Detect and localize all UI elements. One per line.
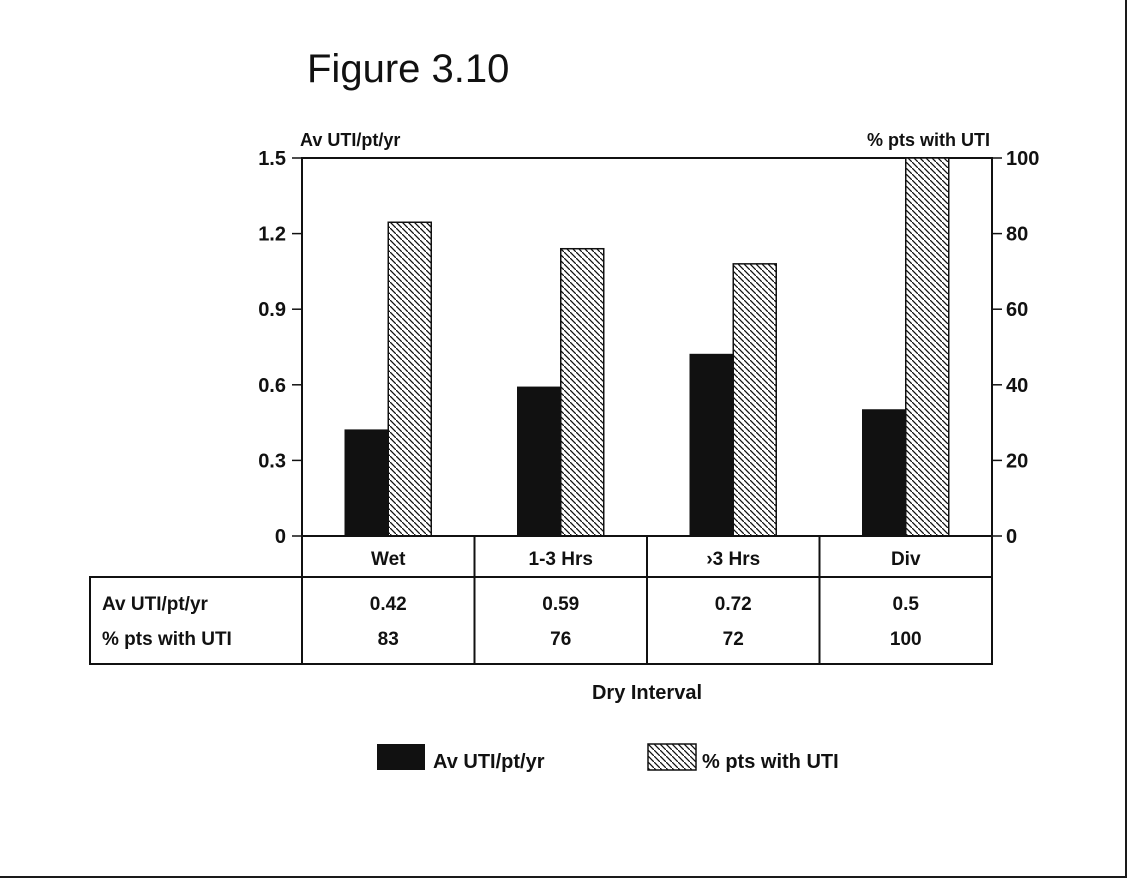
right-tick-label: 100 <box>1006 148 1039 170</box>
x-axis-label: Dry Interval <box>592 682 702 704</box>
x-category-label: Wet <box>371 549 406 570</box>
bar-series-1-1 <box>517 386 562 537</box>
table-cell-value: 0.42 <box>370 594 407 615</box>
left-tick-label: 0.9 <box>258 299 286 321</box>
table-cell-value: 83 <box>378 629 399 650</box>
left-tick-label: 1.2 <box>258 224 286 246</box>
table-cell-value: 0.72 <box>715 594 752 615</box>
table-value-block <box>89 576 993 665</box>
legend-swatch-series-2 <box>647 743 697 771</box>
left-tick-label: 1.5 <box>258 148 286 170</box>
table-row-label: % pts with UTI <box>102 629 232 650</box>
bars <box>344 157 950 537</box>
bar-series-1-2 <box>689 353 734 537</box>
bar-series-1-0 <box>344 429 389 537</box>
right-tick-label: 80 <box>1006 224 1028 246</box>
table-cell-value: 0.59 <box>542 594 579 615</box>
right-tick-label: 40 <box>1006 375 1028 397</box>
left-axis-ticks: 0 0.3 0.6 0.9 1.2 1.5 <box>258 148 302 548</box>
right-tick-label: 20 <box>1006 450 1028 472</box>
left-tick-label: 0.6 <box>258 375 286 397</box>
legend-swatch-series-1 <box>377 744 425 770</box>
table-row-label: Av UTI/pt/yr <box>102 594 209 615</box>
x-category-label: Div <box>891 549 921 570</box>
right-axis-label: % pts with UTI <box>867 130 990 150</box>
table-cell-value: 100 <box>890 629 922 650</box>
legend-label-series-2: % pts with UTI <box>702 751 839 773</box>
legend-label-series-1: Av UTI/pt/yr <box>433 751 545 773</box>
bar-series-2-2 <box>732 263 777 537</box>
bar-series-1-3 <box>862 409 907 537</box>
chart-title: Figure 3.10 <box>307 47 509 91</box>
right-axis-ticks: 0 20 40 60 80 100 <box>992 148 1039 548</box>
right-tick-label: 60 <box>1006 299 1028 321</box>
table-cell-value: 76 <box>550 629 571 650</box>
x-category-label: 1-3 Hrs <box>529 549 593 570</box>
legend: Av UTI/pt/yr % pts with UTI <box>377 743 839 773</box>
x-category-label: ›3 Hrs <box>706 549 760 570</box>
table-cell-value: 0.5 <box>893 594 920 615</box>
bar-series-2-0 <box>387 221 432 537</box>
data-table: Wet 1-3 Hrs ›3 Hrs Div Av UTI/pt/yr 0.42 0.59 0… <box>89 535 993 665</box>
table-cell-value: 72 <box>723 629 744 650</box>
left-tick-label: 0 <box>275 526 286 548</box>
right-tick-label: 0 <box>1006 526 1017 548</box>
left-axis-label: Av UTI/pt/yr <box>300 130 400 150</box>
bar-series-2-3 <box>905 157 950 537</box>
left-tick-label: 0.3 <box>258 450 286 472</box>
bar-series-2-1 <box>560 247 605 537</box>
